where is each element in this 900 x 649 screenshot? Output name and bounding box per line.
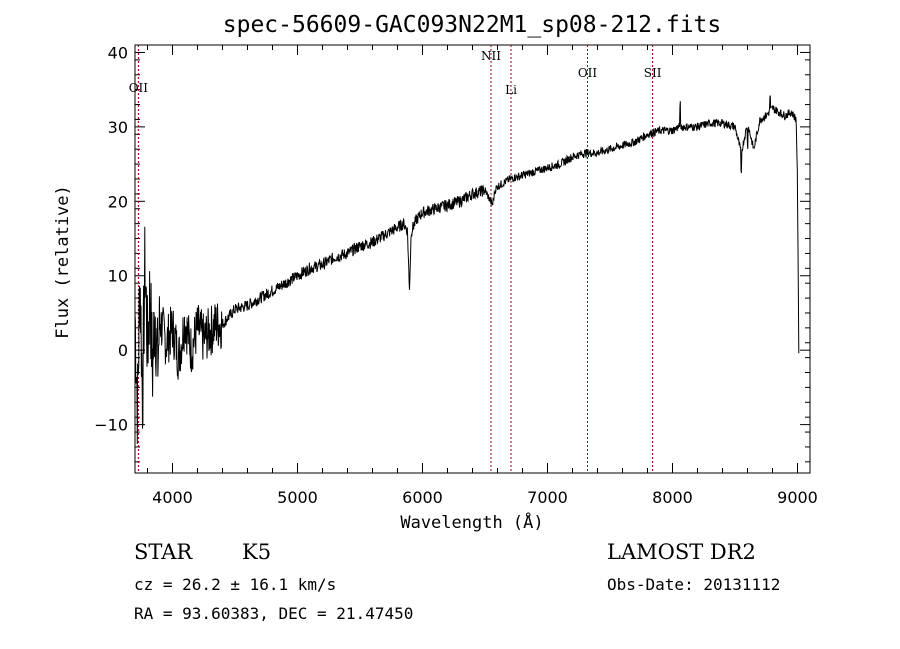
- coordinates-readout: RA = 93.60383, DEC = 21.47450: [134, 604, 413, 623]
- y-tick-label-2: 10: [108, 267, 128, 286]
- object-class: STAR: [134, 540, 193, 564]
- x-axis-label: Wavelength (Å): [400, 511, 543, 533]
- observation-date: Obs-Date: 20131112: [607, 575, 780, 594]
- spectrum-series-line: [134, 95, 800, 445]
- y-tick-label-4: 30: [108, 118, 128, 137]
- x-tick-label-3: 7000: [527, 488, 568, 507]
- x-tick-label-1: 5000: [277, 488, 318, 507]
- y-tick-label-3: 20: [108, 192, 128, 211]
- x-tick-label-4: 8000: [652, 488, 693, 507]
- survey-name: LAMOST DR2: [607, 540, 756, 564]
- y-tick-label-1: 0: [118, 341, 128, 360]
- plot-frame: [134, 44, 811, 474]
- object-subclass: K5: [242, 540, 271, 564]
- spectral-line-label-0: OII: [129, 81, 149, 95]
- spectral-line-label-1: NII: [481, 49, 501, 63]
- spectral-line-label-4: SII: [644, 66, 662, 80]
- spectral-line-label-3: OII: [578, 66, 598, 80]
- plot-area: 4000 5000 6000 7000 8000 9000 −10 0 10 20 30 40 OII N…: [94, 43, 818, 507]
- x-tick-label-0: 4000: [152, 488, 193, 507]
- spectral-line-label-2: Li: [505, 83, 517, 97]
- y-axis-label: Flux (relative): [53, 185, 73, 339]
- x-tick-label-2: 6000: [402, 488, 443, 507]
- y-tick-label-0: −10: [94, 416, 128, 435]
- y-tick-label-5: 40: [108, 43, 128, 62]
- chart-title: spec-56609-GAC093N22M1_sp08-212.fits: [223, 12, 722, 38]
- x-tick-label-5: 9000: [777, 488, 818, 507]
- redshift-readout: cz = 26.2 ± 16.1 km/s: [134, 575, 336, 594]
